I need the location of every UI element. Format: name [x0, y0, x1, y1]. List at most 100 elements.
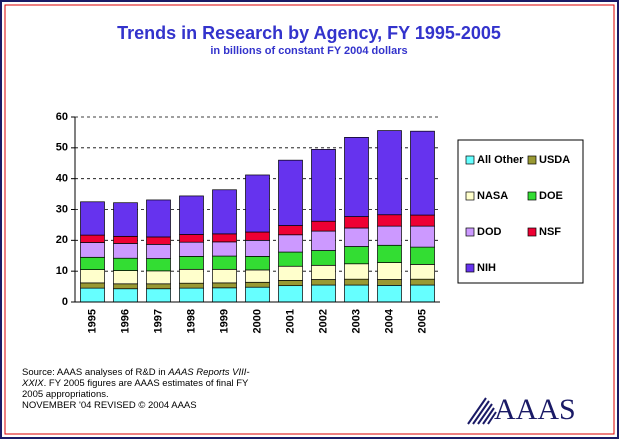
bar-segment: [80, 269, 105, 284]
x-tick-label: 2004: [383, 308, 395, 333]
bar-segment: [80, 242, 105, 258]
legend-label: All Other: [477, 154, 524, 166]
x-tick-label: 1999: [218, 309, 230, 333]
bar-segment: [212, 241, 237, 257]
bar-segment: [344, 227, 369, 247]
bar-segment: [410, 214, 435, 227]
bar-segment: [278, 159, 303, 226]
bar-segment: [245, 174, 270, 233]
bar-segment: [377, 262, 402, 280]
bar-segment: [311, 220, 336, 232]
bar-segment: [212, 189, 237, 235]
x-tick-label: 2003: [350, 309, 362, 333]
legend-swatch: [465, 191, 475, 201]
bar-segment: [377, 279, 402, 286]
bar-segment: [113, 288, 138, 303]
x-tick-label: 1995: [86, 309, 98, 333]
bar-segment: [146, 283, 171, 290]
bar-segment: [113, 257, 138, 271]
bar-segment: [245, 231, 270, 241]
bar-segment: [179, 234, 204, 243]
bar-segment: [80, 234, 105, 243]
bar-segment: [146, 199, 171, 238]
legend-box: [457, 139, 584, 284]
logo-text: AAAS: [494, 393, 576, 426]
bar-segment: [377, 214, 402, 227]
bar-segment: [344, 284, 369, 303]
bar-segment: [113, 270, 138, 285]
legend-swatch: [465, 263, 475, 273]
bar-segment: [311, 279, 336, 286]
legend-label: NASA: [477, 190, 508, 202]
bar-segment: [311, 230, 336, 251]
bar-segment: [146, 258, 171, 272]
legend-swatch: [465, 155, 475, 165]
source-text: Source: AAAS analyses of R&D in: [22, 367, 169, 378]
y-tick-label: 30: [56, 203, 68, 215]
y-tick-label: 0: [62, 296, 68, 308]
legend-label: NSF: [539, 226, 561, 238]
bar-segment: [278, 225, 303, 236]
bar-segment: [278, 251, 303, 267]
x-tick-label: 1997: [152, 309, 164, 333]
bar-segment: [245, 286, 270, 303]
bar-segment: [179, 282, 204, 289]
bar-segment: [212, 255, 237, 270]
bar-segment: [410, 264, 435, 280]
chart-subtitle: in billions of constant FY 2004 dollars: [210, 45, 407, 57]
bar-segment: [377, 285, 402, 303]
legend-label: USDA: [539, 154, 570, 166]
bar-segment: [113, 283, 138, 290]
source-text: AAAS Reports VIII-XXIX: [22, 367, 250, 389]
bar-segment: [377, 244, 402, 263]
revised-note: NOVEMBER '04 REVISED © 2004 AAAS: [22, 400, 197, 411]
legend-label: DOD: [477, 226, 502, 238]
inner-border: [4, 4, 615, 435]
bar-segment: [212, 282, 237, 289]
chart-title: Trends in Research by Agency, FY 1995-20…: [117, 23, 501, 43]
y-tick-label: 50: [56, 142, 68, 154]
bar-segment: [179, 241, 204, 257]
x-tick-label: 1996: [119, 309, 131, 333]
legend-swatch: [527, 155, 537, 165]
bar-segment: [410, 225, 435, 248]
y-tick-label: 40: [56, 173, 68, 185]
x-tick-label: 2001: [284, 309, 296, 333]
legend-swatch: [465, 227, 475, 237]
bar-segment: [278, 285, 303, 303]
bar-segment: [146, 288, 171, 303]
bar-segment: [146, 236, 171, 245]
y-tick-label: 60: [56, 111, 68, 123]
bar-segment: [410, 246, 435, 265]
bar-segment: [311, 264, 336, 280]
bar-segment: [410, 278, 435, 286]
legend-label: NIH: [477, 262, 496, 274]
legend-label: DOE: [539, 190, 563, 202]
x-tick-label: 1998: [185, 309, 197, 333]
bar-segment: [179, 287, 204, 303]
bar-segment: [212, 287, 237, 303]
legend-swatch: [527, 227, 537, 237]
bar-segment: [146, 243, 171, 259]
bar-segment: [179, 256, 204, 270]
source-text: . FY 2005 figures are AAAS estimates of …: [22, 378, 249, 400]
bar-segment: [410, 284, 435, 303]
bar-segment: [179, 268, 204, 284]
bar-segment: [278, 280, 303, 287]
y-tick-label: 20: [56, 234, 68, 246]
bar-segment: [245, 256, 270, 271]
bar-segment: [146, 270, 171, 285]
x-tick-label: 2000: [251, 309, 263, 333]
legend-swatch: [527, 191, 537, 201]
bar-segment: [311, 284, 336, 303]
bar-segment: [80, 287, 105, 303]
y-tick-label: 10: [56, 265, 68, 277]
bar-segment: [377, 130, 402, 216]
bar-segment: [212, 268, 237, 284]
bar-segment: [179, 195, 204, 235]
x-tick-label: 2002: [317, 309, 329, 333]
bar-segment: [377, 225, 402, 246]
